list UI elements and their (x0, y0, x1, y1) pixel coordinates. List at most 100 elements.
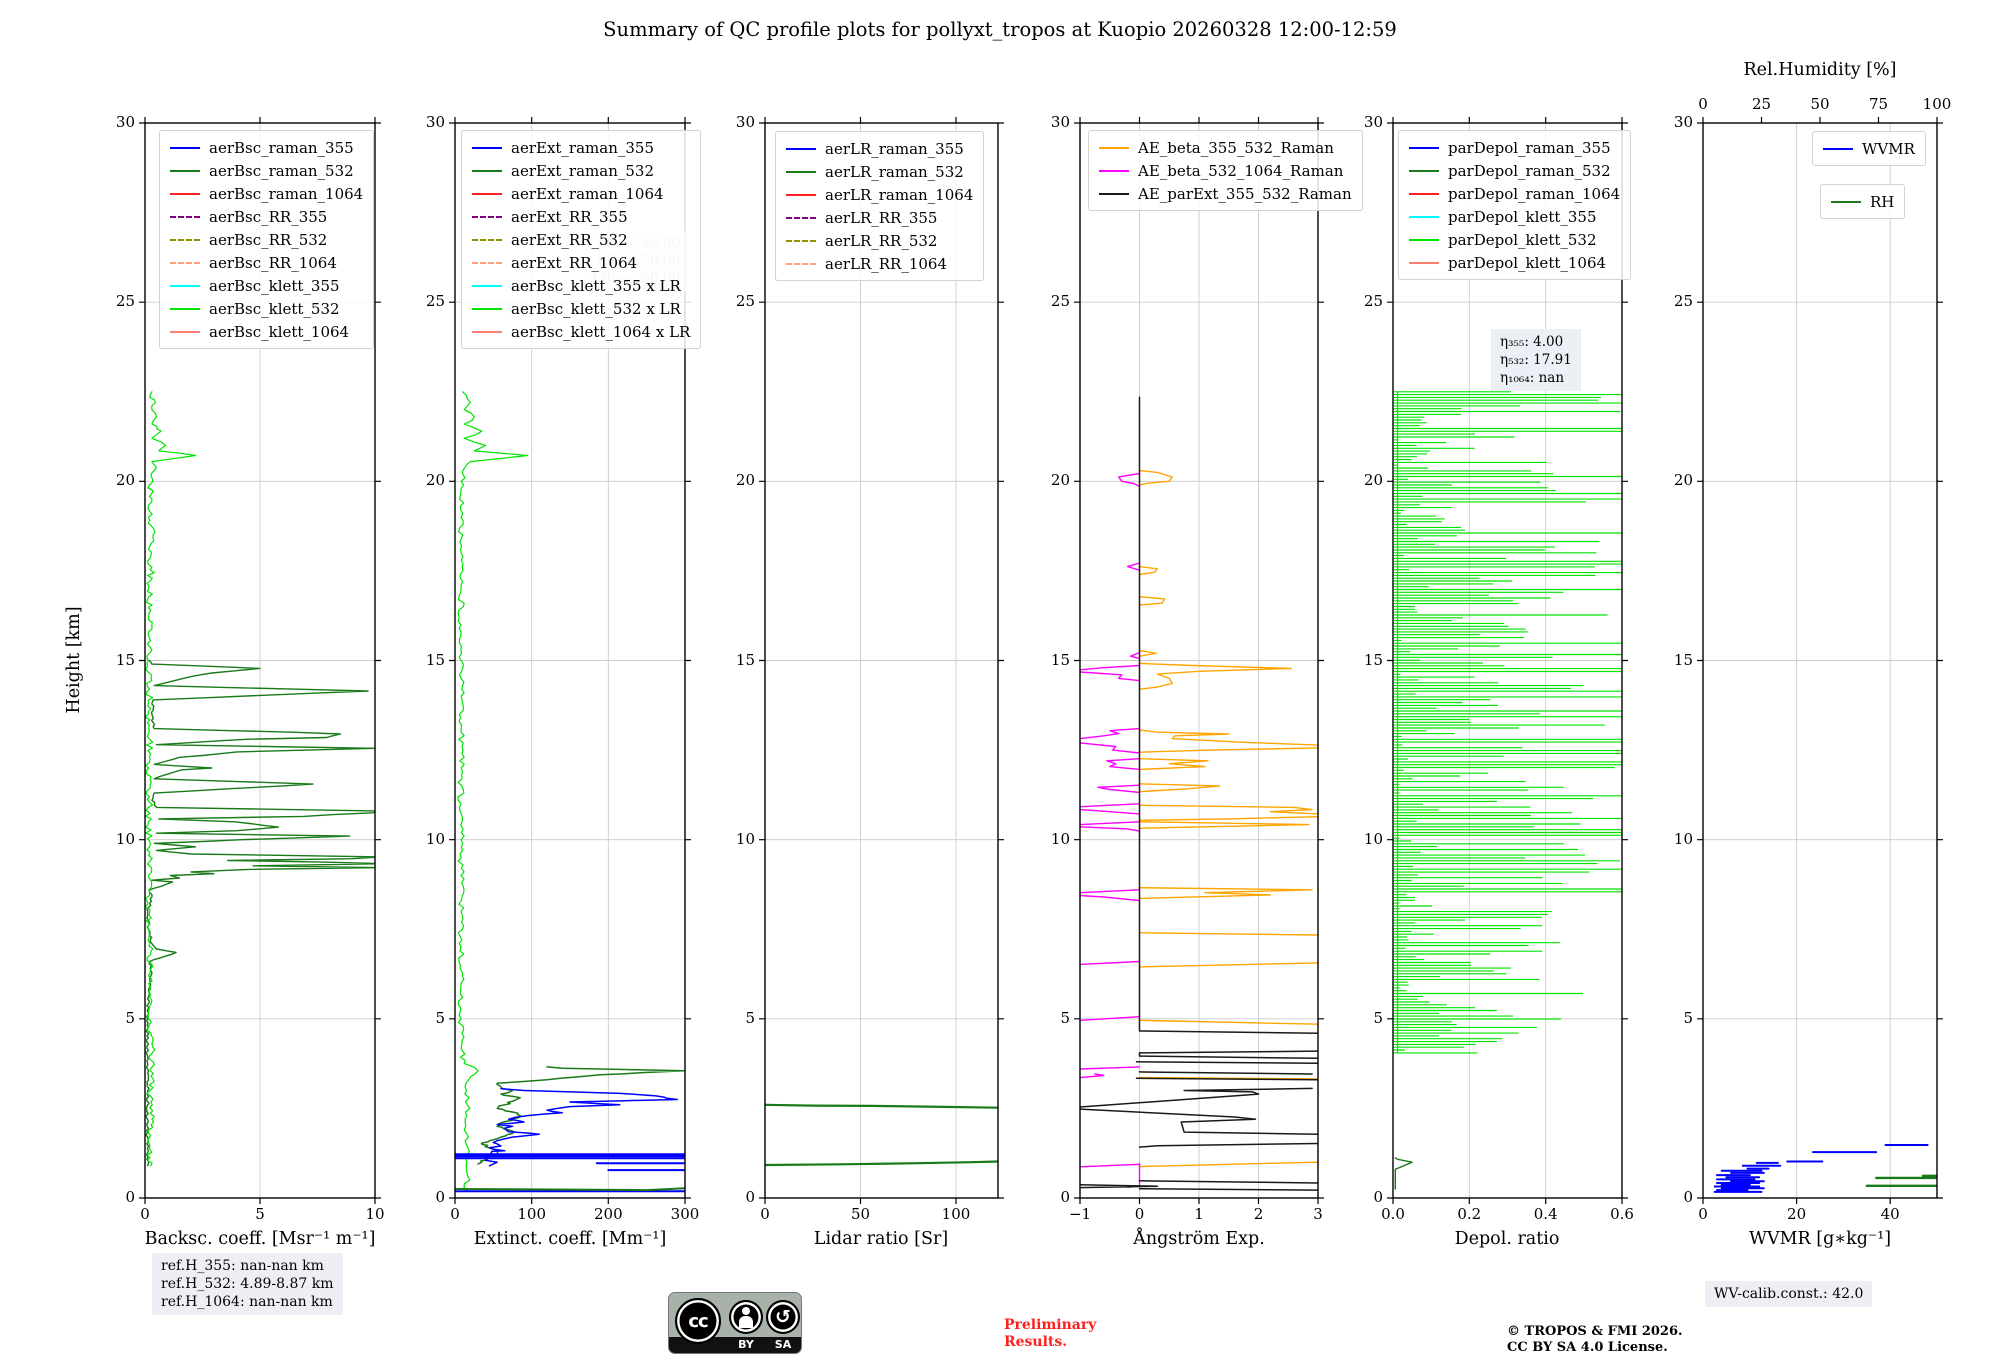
preliminary-line1: Preliminary (1004, 1317, 1097, 1333)
legend-label: aerLR_RR_355 (825, 208, 938, 227)
legend-line-sample (472, 146, 502, 149)
y-tick-label: 0 (1373, 1188, 1383, 1206)
y-tick-label: 0 (1060, 1188, 1070, 1206)
legend-label: parDepol_raman_1064 (1448, 184, 1621, 203)
rh-tick-label: 0 (1698, 95, 1708, 113)
series-group-depol (1393, 391, 1622, 1190)
legend-label: aerLR_raman_532 (825, 162, 964, 181)
legend-line-sample (472, 215, 502, 218)
x-tick-label: 0.6 (1610, 1205, 1634, 1223)
legend-label: aerLR_raman_1064 (825, 185, 974, 204)
legend-entry: parDepol_raman_355 (1409, 136, 1620, 159)
y-tick-label: 5 (125, 1008, 135, 1027)
x-tick-label: 100 (941, 1205, 971, 1223)
y-tick-label: 25 (1363, 292, 1383, 311)
y-tick-label: 15 (1050, 650, 1070, 669)
legend-entry: aerBsc_raman_1064 (170, 182, 363, 205)
legend-entry: parDepol_klett_355 (1409, 205, 1620, 228)
legend-entry: WVMR (1823, 137, 1915, 160)
x-tick-label: 20 (1787, 1205, 1807, 1223)
plot-wvmr (1697, 117, 1943, 1204)
legend-label: aerBsc_klett_532 (209, 299, 340, 318)
legend-label: AE_parExt_355_532_Raman (1138, 184, 1352, 203)
x-tick-label: 0 (450, 1205, 460, 1223)
legend-label: parDepol_raman_355 (1448, 138, 1611, 157)
legend-label: aerBsc_klett_355 x LR (511, 276, 681, 295)
y-tick-label: 10 (1363, 829, 1383, 848)
y-tick-label: 10 (1673, 829, 1693, 848)
x-tick-label: 0 (1698, 1205, 1708, 1223)
legend-line-sample (170, 169, 200, 172)
legend-entry: aerBsc_klett_355 x LR (472, 274, 690, 297)
legend-line-sample (170, 192, 200, 195)
legend-entry: aerExt_RR_1064 (472, 251, 690, 274)
cc-letters: cc (688, 1310, 708, 1332)
y-tick-label: 25 (1673, 292, 1693, 311)
legend-line-sample (1099, 146, 1129, 149)
xlabel-lidar-ratio: Lidar ratio [Sr] (813, 1229, 949, 1249)
series-AE-parExt-355-532-Raman (1080, 396, 1318, 1191)
series-parDepol-raman-532 (1394, 1157, 1413, 1190)
y-tick-label: 15 (1363, 650, 1383, 669)
refh-1064: ref.H_1064: nan-nan km (161, 1294, 333, 1310)
legend-line-sample (472, 238, 502, 241)
xlabel-wvmr: WVMR [g∗kg⁻¹] (1748, 1229, 1892, 1249)
legend-line-sample (786, 193, 816, 196)
legend-line-sample (472, 330, 502, 333)
legend-entry: aerExt_raman_532 (472, 159, 690, 182)
y-tick-label: 5 (1373, 1008, 1383, 1027)
legend-wvmr-2: RH (1820, 184, 1906, 219)
legend-entry: aerExt_RR_355 (472, 205, 690, 228)
cc-by-label: BY (738, 1338, 754, 1351)
y-tick-label: 0 (1683, 1188, 1693, 1206)
legend-entry: AE_beta_355_532_Raman (1099, 136, 1352, 159)
legend-label: aerBsc_klett_355 (209, 276, 340, 295)
series-aerExt-raman-355-clouds (455, 1153, 685, 1193)
y-tick-label: 0 (125, 1188, 135, 1206)
legend-backsc: aerBsc_raman_355 aerBsc_raman_532 aerBsc_r… (159, 130, 375, 349)
legend-line-sample (170, 330, 200, 333)
legend-label: WVMR (1862, 139, 1915, 158)
legend-label: aerExt_raman_355 (511, 138, 654, 157)
xlabel-depol: Depol. ratio (1454, 1229, 1560, 1249)
x-tick-label: 5 (255, 1205, 265, 1223)
y-tick-label: 15 (425, 650, 445, 669)
legend-entry: RH (1831, 190, 1894, 213)
y-tick-label: 20 (1673, 471, 1693, 490)
legend-label: AE_beta_355_532_Raman (1138, 138, 1334, 157)
legend-label: parDepol_klett_355 (1448, 207, 1597, 226)
y-tick-label: 25 (1050, 292, 1070, 311)
cc-icon: cc (675, 1298, 721, 1344)
wv-calibration-annotation: WV-calib.const.: 42.0 (1705, 1281, 1873, 1307)
legend-line-sample (1409, 169, 1439, 172)
legend-line-sample (170, 284, 200, 287)
cc-license-badge: BY SA cc ↺ (668, 1292, 802, 1354)
legend-label: aerLR_raman_355 (825, 139, 964, 158)
series-group-extinct (455, 391, 685, 1193)
legend-line-sample (170, 238, 200, 241)
person-icon (729, 1300, 763, 1334)
refh-532: ref.H_532: 4.89-8.87 km (161, 1276, 334, 1292)
eta-values-annotation: η₃₅₅: 4.00 η₅₃₂: 17.91 η₁₀₆₄: nan (1491, 329, 1581, 391)
preliminary-line2: Results. (1004, 1334, 1068, 1350)
y-tick-label: 15 (1673, 650, 1693, 669)
x-tick-label: 0 (1134, 1205, 1145, 1223)
legend-label: aerExt_raman_1064 (511, 184, 664, 203)
y-tick-label: 30 (1050, 113, 1070, 131)
rh-tick-label: 75 (1868, 95, 1889, 113)
legend-label: parDepol_raman_532 (1448, 161, 1611, 180)
tick-marks (1074, 117, 1324, 1204)
y-tick-label: 20 (425, 471, 445, 490)
legend-line-sample (786, 216, 816, 219)
legend-entry: parDepol_raman_1064 (1409, 182, 1620, 205)
legend-entry: aerLR_RR_355 (786, 206, 973, 229)
legend-line-sample (472, 169, 502, 172)
x-tick-label: 0.4 (1533, 1205, 1558, 1223)
x-tick-label: 200 (593, 1205, 623, 1223)
series-WVMR (1713, 1144, 1929, 1193)
legend-entry: aerBsc_RR_355 (170, 205, 363, 228)
share-alike-icon: ↺ (766, 1300, 800, 1334)
series-aerBsc-klett-532-x-LR (457, 391, 529, 1192)
x-tick-label: −1 (1068, 1205, 1092, 1223)
